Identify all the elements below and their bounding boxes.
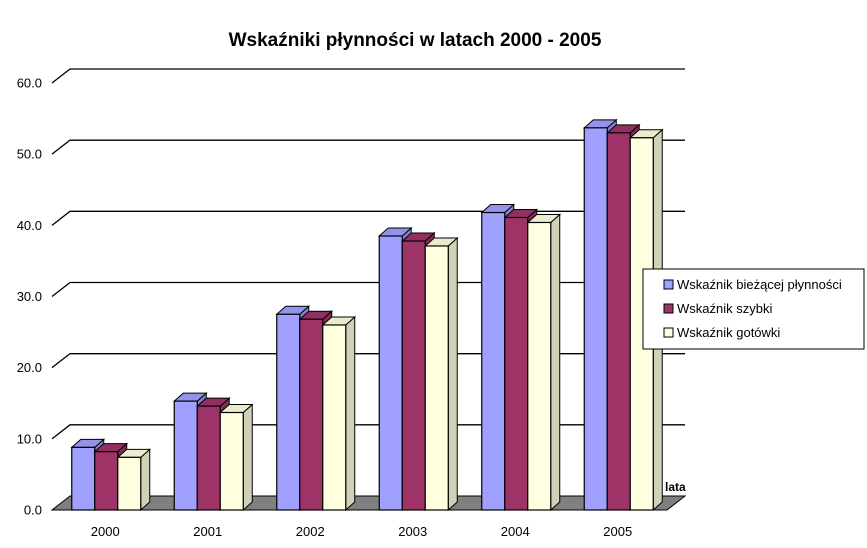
bar (423, 236, 459, 512)
x-tick-label: 2000 (91, 524, 120, 539)
legend-swatch (663, 327, 674, 338)
gridline (51, 353, 685, 369)
gridline (51, 68, 685, 84)
y-tick-label: 60.0 (17, 76, 42, 91)
x-tick-label: 2001 (193, 524, 222, 539)
bar-group (172, 392, 254, 512)
chart-title: Wskaźniki płynności w latach 2000 - 2005 (229, 30, 602, 51)
x-tick-label: 2003 (398, 524, 427, 539)
gridline (51, 281, 685, 298)
legend-swatch (663, 279, 674, 290)
legend-item: Wskaźnik szybki (663, 301, 772, 316)
legend: Wskaźnik bieżącej płynności Wskaźnik szyb… (642, 268, 865, 350)
gridline (51, 139, 685, 155)
x-tick-label: 2005 (603, 524, 632, 539)
bar (628, 128, 664, 512)
legend-label: Wskaźnik szybki (677, 301, 772, 316)
y-tick-label: 50.0 (17, 147, 42, 162)
bar (321, 315, 357, 512)
bar-group (377, 226, 459, 512)
legend-item: Wskaźnik gotówki (663, 325, 780, 340)
bars (70, 118, 664, 512)
y-axis-ticks: 0.0 10.0 20.0 30.0 40.0 50.0 60.0 (17, 76, 42, 518)
y-tick-label: 40.0 (17, 218, 42, 233)
y-tick-label: 20.0 (17, 360, 42, 375)
legend-label: Wskaźnik gotówki (677, 325, 780, 340)
bar (526, 213, 562, 512)
legend-box (642, 268, 865, 350)
legend-label: Wskaźnik bieżącej płynności (677, 277, 842, 292)
bar-group (480, 203, 562, 512)
legend-item: Wskaźnik bieżącej płynności (663, 277, 842, 292)
bar-group (70, 438, 152, 512)
bar (116, 448, 152, 512)
x-tick-label: 2004 (501, 524, 530, 539)
gridline (51, 424, 685, 440)
gridlines (51, 68, 685, 440)
x-axis-ticks: 2000 2001 2002 2003 2004 2005 (91, 524, 632, 539)
y-tick-label: 0.0 (24, 503, 42, 518)
bar-group (275, 305, 357, 512)
legend-swatch (663, 303, 674, 314)
x-axis-label: lata (665, 480, 686, 494)
bar (218, 403, 254, 512)
x-tick-label: 2002 (296, 524, 325, 539)
bar-group (582, 118, 664, 512)
y-tick-label: 30.0 (17, 289, 42, 304)
y-tick-label: 10.0 (17, 431, 42, 446)
gridline (51, 210, 685, 226)
